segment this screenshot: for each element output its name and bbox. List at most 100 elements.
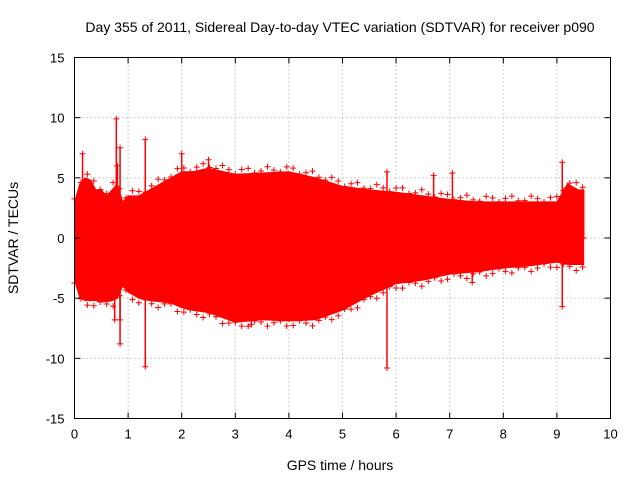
data-point <box>412 189 419 196</box>
data-point <box>534 195 541 202</box>
data-point <box>290 322 297 329</box>
data-point <box>502 195 509 202</box>
spike-point <box>142 363 149 370</box>
data-point <box>386 283 393 290</box>
y-tick-label: 5 <box>57 171 64 186</box>
x-tick-label: 10 <box>603 427 617 442</box>
data-point <box>148 300 155 307</box>
data-point <box>270 319 277 326</box>
data-point <box>245 165 252 172</box>
data-point <box>322 177 329 184</box>
data-point <box>213 313 220 320</box>
chart-title: Day 355 of 2011, Sidereal Day-to-day VTE… <box>85 19 594 35</box>
data-point <box>200 314 207 321</box>
spike-point <box>113 115 120 122</box>
data-point <box>367 185 374 192</box>
data-point <box>232 171 239 178</box>
data-point <box>161 300 168 307</box>
data-point <box>283 322 290 329</box>
spike-point <box>449 170 456 177</box>
spike-point <box>248 321 255 328</box>
spike-point <box>111 316 118 323</box>
data-point <box>90 302 97 309</box>
data-point <box>547 194 554 201</box>
data-point <box>386 188 393 195</box>
data-point <box>457 194 464 201</box>
spike-point <box>430 172 437 179</box>
y-axis: 15 10 5 0 -5 -10 -15 <box>46 51 611 427</box>
data-point <box>328 316 335 323</box>
data-point <box>399 285 406 292</box>
data-point <box>405 190 412 197</box>
data-point <box>560 187 567 194</box>
y-axis-label: SDTVAR / TECUs <box>5 182 21 294</box>
data-point <box>122 194 129 201</box>
data-point <box>444 191 451 198</box>
data-point <box>515 264 522 271</box>
x-tick-label: 8 <box>500 427 507 442</box>
data-point <box>225 320 232 327</box>
spike-point <box>580 235 587 241</box>
data-point <box>470 270 477 277</box>
data-point <box>412 280 419 287</box>
data-point <box>438 190 445 197</box>
data-point <box>534 264 541 271</box>
data-point <box>476 198 483 205</box>
y-tick-label: 0 <box>57 231 64 246</box>
data-point <box>579 264 586 271</box>
data-point <box>393 184 400 191</box>
x-tick-label: 1 <box>124 427 131 442</box>
data-point <box>425 278 432 285</box>
data-point <box>77 295 84 302</box>
data-point <box>303 320 310 327</box>
data-point <box>225 166 232 173</box>
data-point <box>167 173 174 180</box>
data-point <box>77 179 84 186</box>
x-tick-label: 6 <box>392 427 399 442</box>
data-point <box>213 165 220 172</box>
data-point <box>393 285 400 292</box>
data-point <box>496 265 503 272</box>
data-point <box>547 264 554 271</box>
data-point <box>418 186 425 193</box>
data-point <box>560 261 567 268</box>
data-point <box>258 167 265 174</box>
data-point <box>483 272 490 279</box>
data-point <box>161 176 168 183</box>
data-point <box>502 268 509 275</box>
data-point <box>251 169 258 176</box>
x-axis-label: GPS time / hours <box>287 457 394 473</box>
data-point <box>566 180 573 187</box>
data-point <box>405 279 412 286</box>
spike-point <box>117 340 124 347</box>
data-point <box>541 260 548 267</box>
data-point <box>180 309 187 316</box>
data-envelope <box>74 167 585 323</box>
spike-point <box>117 144 124 151</box>
data-point <box>553 264 560 271</box>
data-point <box>470 196 477 203</box>
data-point <box>508 270 515 277</box>
data-point <box>135 299 142 306</box>
data-point <box>238 166 245 173</box>
spike-point <box>559 159 566 166</box>
data-point <box>322 314 329 321</box>
data-point <box>541 198 548 205</box>
data-point <box>174 165 181 172</box>
data-point <box>579 184 586 191</box>
data-point <box>573 267 580 274</box>
x-tick-label: 4 <box>285 427 292 442</box>
data-point <box>264 323 271 330</box>
data-point <box>309 322 316 329</box>
data-point <box>84 302 91 309</box>
data-point <box>444 276 451 283</box>
data-point <box>489 270 496 277</box>
spike-point <box>79 150 86 157</box>
x-tick-label: 2 <box>178 427 185 442</box>
data-point <box>296 171 303 178</box>
data-point <box>206 164 213 171</box>
x-tick-label: 7 <box>446 427 453 442</box>
y-tick-label: -5 <box>53 291 65 306</box>
data-point <box>122 287 129 294</box>
x-tick-label: 3 <box>232 427 239 442</box>
